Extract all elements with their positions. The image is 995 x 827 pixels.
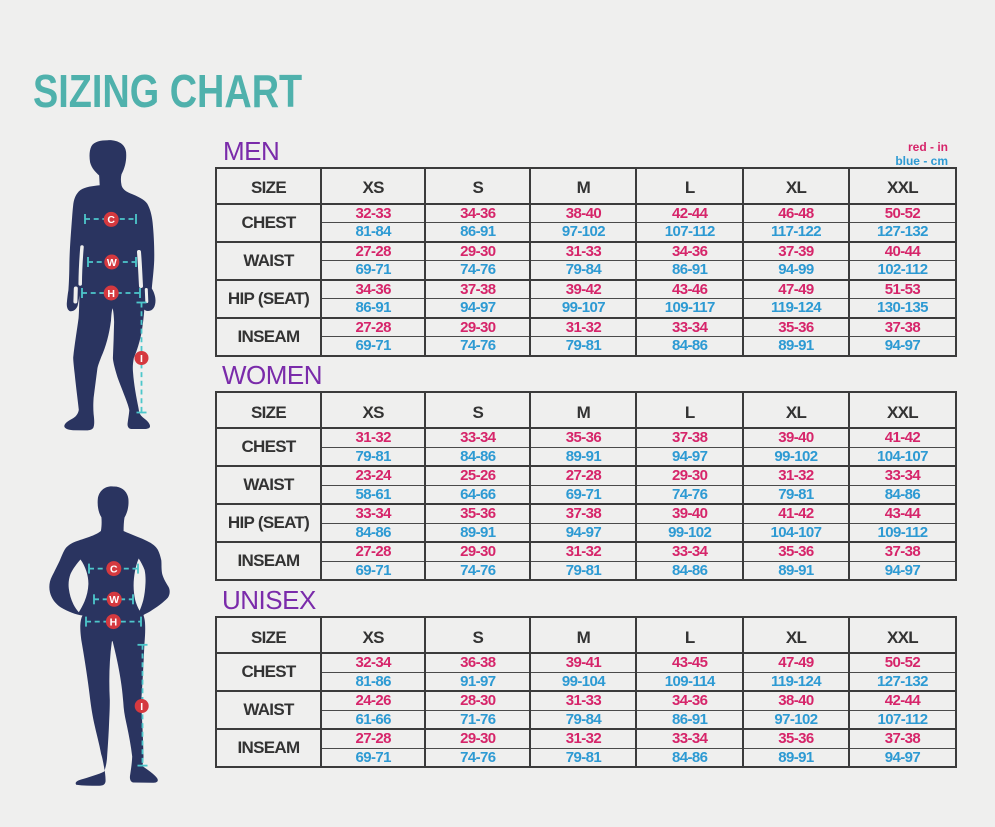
svg-text:H: H	[110, 616, 118, 628]
svg-text:I: I	[140, 353, 143, 365]
svg-text:W: W	[107, 257, 117, 269]
svg-text:C: C	[107, 214, 115, 226]
svg-text:H: H	[107, 288, 115, 300]
svg-text:W: W	[109, 594, 119, 606]
svg-text:I: I	[140, 701, 143, 713]
svg-text:C: C	[110, 563, 118, 575]
